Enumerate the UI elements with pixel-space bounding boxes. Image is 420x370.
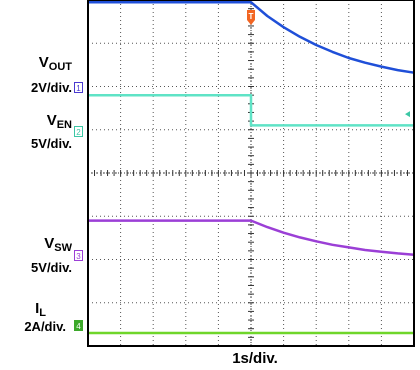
ch4-name-sub: L — [39, 307, 46, 319]
ch2-name-main: V — [46, 112, 57, 129]
plot-frame — [87, 0, 415, 347]
ch3-scale: 5V/div. — [31, 260, 72, 275]
ch2-offscreen-arrow — [405, 111, 410, 118]
ch3-name: VSW — [0, 235, 72, 254]
ch1-scale: 2V/div. — [31, 80, 72, 95]
grid — [87, 0, 415, 347]
ch3-name-main: V — [44, 235, 55, 252]
ch3-marker-icon: 3 — [74, 250, 83, 261]
ch4-name: IL — [0, 300, 46, 319]
ch2-name: VEN — [0, 112, 72, 131]
ch2-scale: 5V/div. — [31, 136, 72, 151]
ch4-scale: 2A/div. — [24, 319, 66, 334]
ch1-name: VOUT — [0, 54, 72, 73]
ch4-name-main: I — [35, 300, 40, 317]
ch1-name-sub: OUT — [48, 61, 72, 73]
trigger-marker-shape — [247, 10, 255, 25]
trace-ch2 — [88, 93, 414, 127]
time-scale-label: 1s/div. — [232, 350, 278, 367]
ch2-arrow-shape — [405, 111, 410, 118]
trigger-marker: T — [247, 10, 255, 25]
ch4-marker-icon: 4 — [74, 320, 83, 331]
ch1-marker-icon: 1 — [74, 82, 83, 93]
trigger-marker-label: T — [249, 12, 254, 21]
ch2-name-sub: EN — [56, 119, 72, 131]
ch2-marker-icon: 2 — [74, 126, 83, 137]
ch3-name-sub: SW — [54, 242, 72, 254]
trace-ch3 — [88, 219, 415, 256]
trace-ch1 — [88, 0, 415, 74]
ch1-name-main: V — [38, 54, 49, 71]
traces — [88, 0, 415, 335]
